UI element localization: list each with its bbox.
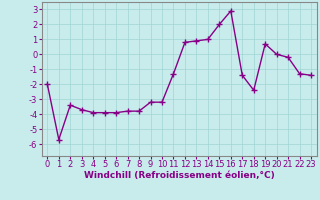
X-axis label: Windchill (Refroidissement éolien,°C): Windchill (Refroidissement éolien,°C) bbox=[84, 171, 275, 180]
